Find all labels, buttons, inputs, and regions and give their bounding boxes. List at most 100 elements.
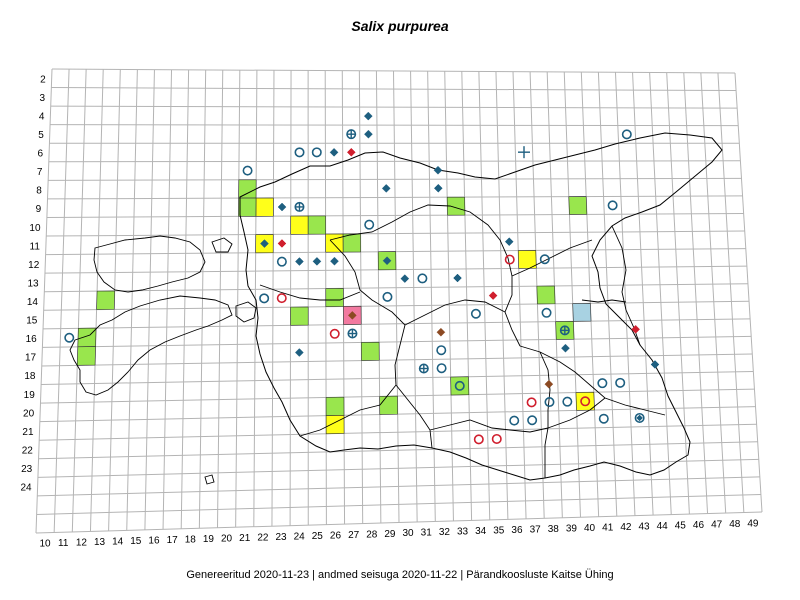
marker-circle-plus [347,328,358,339]
marker-diamond [364,129,373,139]
grid-line-vertical [289,70,292,526]
marker-circle [276,256,287,267]
occupied-cells [76,179,595,435]
marker-circle [242,165,253,176]
marker-diamond-shape [294,348,304,357]
marker-diamond-shape [433,165,443,175]
marker-circle-shape [526,397,537,408]
marker-circle-shape [417,273,428,284]
grid-cell-green [325,396,345,416]
marker-diamond-shape [631,324,640,334]
occurrence-markers [64,111,660,445]
marker-diamond-shape [346,147,356,157]
marker-circle-shape [364,219,375,230]
marker-diamond-shape [347,311,357,320]
marker-circle-plus [559,325,570,336]
marker-circle [541,307,552,318]
grid-line-vertical [700,72,727,514]
column-label: 44 [657,521,669,532]
grid-cell-green [238,197,257,217]
grid-line-horizontal [48,177,742,181]
column-label: 27 [348,530,360,541]
grid-cell-blue [572,303,592,322]
county-borders [259,204,666,478]
map-title: Salix purpurea [351,18,449,34]
marker-circle [311,147,322,158]
grid-line-horizontal [48,160,741,163]
marker-diamond [381,184,391,193]
marker-circle-diamond [634,412,645,423]
marker-diamond [347,311,357,320]
grid-cell-yellow [517,250,537,269]
marker-diamond [544,379,554,389]
grid-line-vertical [666,72,690,515]
marker-circle [526,397,537,408]
marker-circle-shape [470,308,481,319]
map-grid [35,68,763,534]
marker-circle-shape [473,434,484,445]
marker-diamond [329,147,339,157]
row-label: 24 [20,483,32,494]
row-label: 13 [28,278,40,289]
grid-cell-yellow [325,233,344,253]
grid-cell-yellow [290,215,309,235]
column-label: 34 [475,526,487,537]
grid-line-horizontal [39,423,757,441]
grid-line-vertical [478,71,491,520]
column-label: 25 [312,531,324,542]
marker-circle [417,273,428,284]
marker-diamond-shape [561,343,570,353]
marker-diamond-shape [382,256,392,266]
grid-line-horizontal [37,458,759,478]
marker-circle-shape [454,380,465,391]
column-label: 42 [620,522,632,533]
marker-diamond [277,202,287,212]
grid-line-vertical [126,69,138,531]
marker-circle-shape [634,412,645,423]
column-label: 31 [421,528,433,539]
column-label: 35 [493,526,505,537]
column-label: 39 [566,524,578,535]
marker-circle [294,147,305,158]
marker-circle [597,378,608,389]
column-label: 10 [40,539,52,550]
marker-circle [473,434,484,445]
column-label: 47 [711,519,723,530]
column-label: 45 [675,520,687,531]
marker-circle-plus [294,201,305,212]
grid-line-horizontal [50,124,739,127]
marker-circle [539,254,550,265]
marker-diamond-shape [400,274,410,283]
column-label: 15 [130,536,142,547]
row-label: 17 [25,353,37,364]
grid-cell-green [361,341,380,361]
column-label: 12 [76,538,88,549]
column-label: 48 [729,519,741,530]
marker-circle [504,254,515,265]
row-label: 4 [39,111,45,122]
grid-cell-green [96,290,115,310]
marker-diamond [277,239,287,248]
column-label: 24 [294,531,306,542]
row-label: 9 [36,204,42,215]
column-label: 19 [203,534,215,545]
grid-cell-green [342,233,361,253]
marker-diamond-shape [453,273,462,283]
column-label: 30 [403,528,415,539]
grid-line-horizontal [44,283,748,293]
saaremaa-island [69,295,233,396]
marker-plus [518,146,531,159]
column-label: 13 [94,537,106,548]
row-label: 21 [22,427,34,438]
marker-diamond-shape [433,183,443,193]
marker-diamond-shape [295,257,304,266]
marker-diamond [504,237,514,247]
grid-line-horizontal [38,441,758,460]
grid-cell-green [536,285,556,305]
grid-line-vertical [734,72,763,513]
marker-circle [259,293,270,304]
marker-diamond [453,273,462,283]
marker-circle-shape [436,363,447,374]
